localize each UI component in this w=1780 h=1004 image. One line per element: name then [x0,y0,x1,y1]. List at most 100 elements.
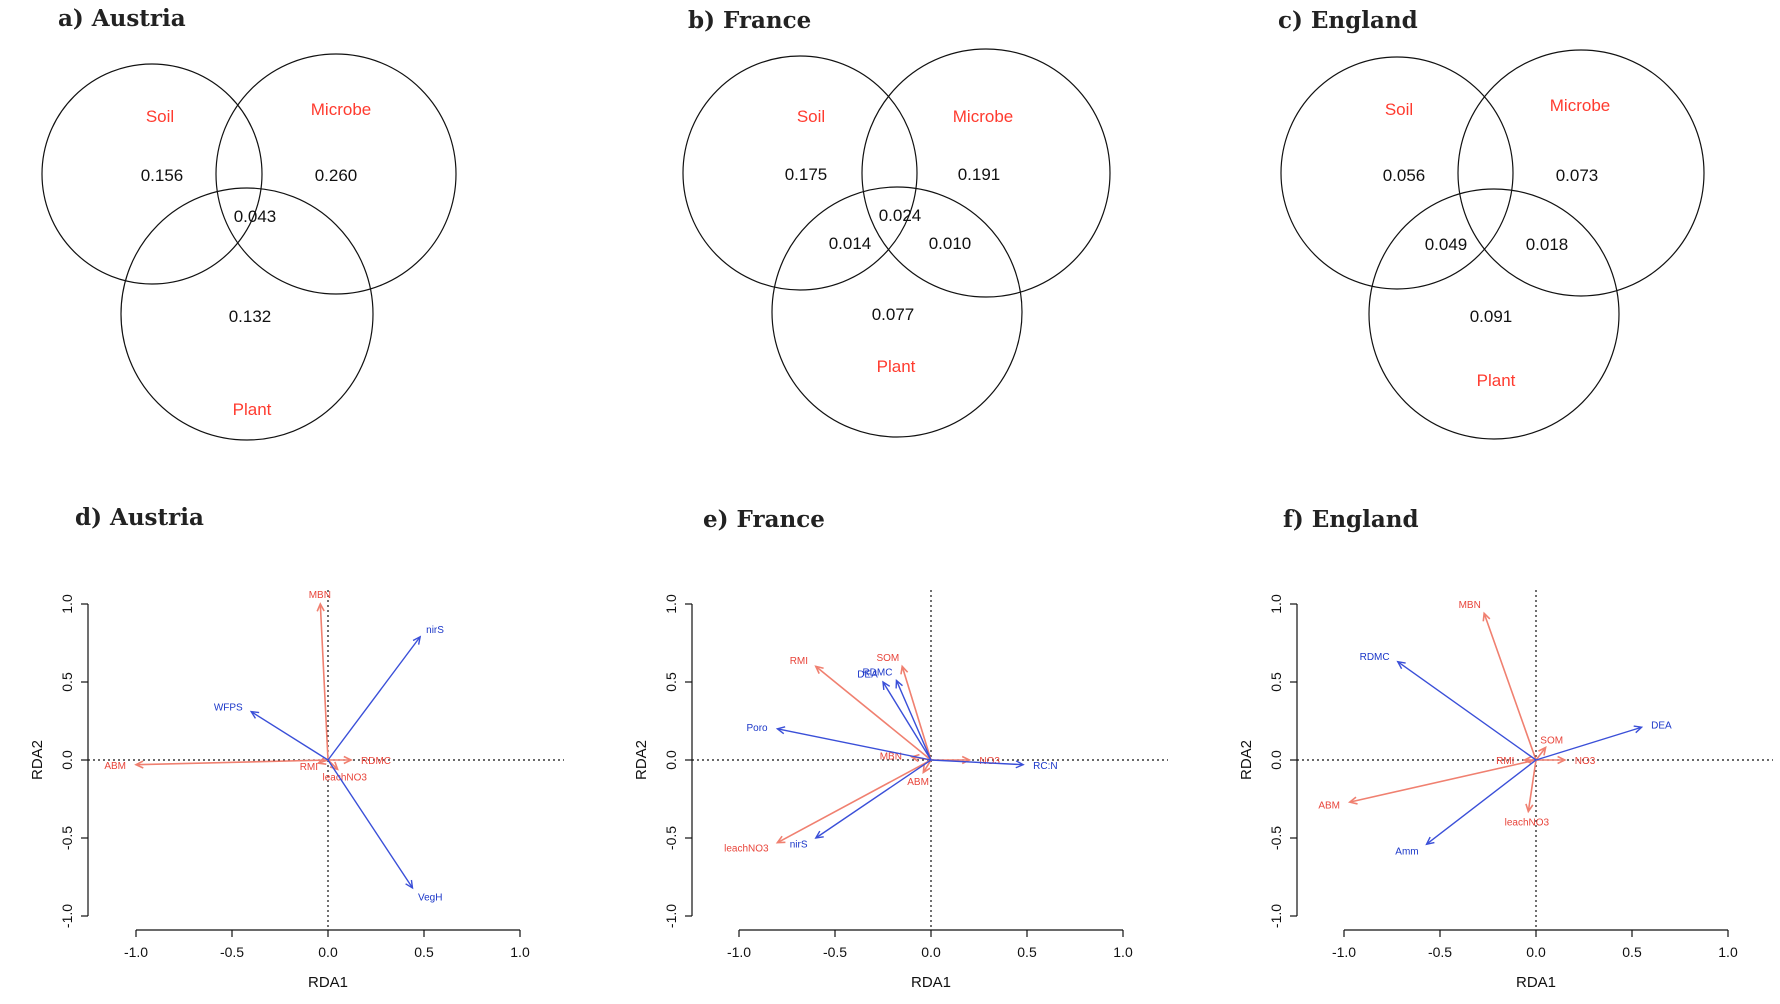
arrowhead-rmi [814,665,824,674]
y-axis-label: RDA2 [29,740,46,780]
venn-france-center-value: 0.024 [879,206,922,225]
y-tick-label: 0.5 [59,672,75,692]
vector-wfps [250,711,329,761]
arrowhead-amm [1425,836,1435,846]
venn-france-microbe-value: 0.191 [958,165,1001,184]
vector-label-rdmc: RDMC [361,756,391,767]
venn-austria-plant-value: 0.132 [229,307,272,326]
venn-austria-center-value: 0.043 [234,207,277,226]
vector-label-dea: DEA [857,669,878,680]
venn-france-microbe-circle [861,48,1111,298]
vector-label-vegh: VegH [418,892,442,903]
venn-england-soil-circle [1280,56,1514,290]
vector-dea [882,681,932,761]
vector-label-som: SOM [1540,736,1563,747]
y-axis-label: RDA2 [1238,740,1255,780]
x-tick-label: 0.5 [1017,944,1037,960]
arrowhead-no3 [1557,755,1567,765]
vector-amm [1426,759,1537,845]
vector-abm [135,759,329,766]
x-tick-label: -0.5 [1428,944,1452,960]
venn-france-soil-plant-value: 0.014 [829,234,872,253]
y-axis-label: RDA2 [633,740,650,780]
vector-label-poro: Poro [746,723,768,734]
venn-austria-plant-circle [120,187,374,441]
x-tick-label: 1.0 [1718,944,1738,960]
vector-label-no3: NO3 [1575,756,1596,767]
y-tick-label: -1.0 [663,904,679,928]
venn-france-plant-value: 0.077 [872,305,915,324]
x-axis-label: RDA1 [911,974,951,991]
vector-vegh [327,759,414,889]
arrowhead-vegh [405,879,414,890]
venn-england-soil-plant-value: 0.049 [1425,235,1468,254]
venn-austria-microbe-label: Microbe [311,100,371,119]
venn-france-plant-label: Plant [877,357,916,376]
x-axis-label: RDA1 [1516,974,1556,991]
y-tick-label: -0.5 [663,826,679,850]
arrowhead-rmi [1522,755,1533,765]
vector-poro [777,728,932,761]
arrowhead-rc-n [1015,760,1025,769]
x-tick-label: -1.0 [124,944,148,960]
x-tick-label: 0.0 [318,944,338,960]
venn-france-soil-label: Soil [797,107,825,126]
y-tick-label: 0.0 [663,750,679,770]
vector-dea [1535,726,1642,761]
vector-leachno3 [1527,759,1537,812]
rda-austria-plot: d) Austria -1.0 -1.0 -0.5 -0.5 0.0 0.0 0.5 0.5 1.… [29,504,564,991]
vector-label-som: SOM [876,653,899,664]
vector-label-leachno3: leachNO3 [1505,817,1550,828]
venn-austria-microbe-value: 0.260 [315,166,358,185]
venn-england-plant-label: Plant [1477,371,1516,390]
rda-england-plot: f) England -1.0 -1.0 -0.5 -0.5 0.0 0.0 0.5 0.5 1.… [1238,506,1773,991]
venn-austria: a) Austria Soil Microbe Plant 0.156 0.26… [41,5,457,441]
x-tick-label: 1.0 [1113,944,1133,960]
vector-leachno3 [777,759,932,844]
arrowhead-leachno3 [775,835,786,844]
arrowhead-dea [882,680,891,691]
venn-england-plant-circle [1368,188,1620,440]
venn-austria-soil-value: 0.156 [141,166,184,185]
x-tick-label: 1.0 [510,944,530,960]
vector-label-abm: ABM [1318,800,1340,811]
venn-england-microbe-circle [1457,49,1705,297]
y-tick-label: 0.5 [663,672,679,692]
venn-austria-microbe-circle [215,53,457,295]
vector-nirs [327,636,421,761]
vector-label-nirs: nirS [790,840,808,851]
venn-france: b) France Soil Microbe Plant 0.175 0.191… [682,7,1111,438]
vector-rdmc [1397,661,1537,761]
rda-austria-title: d) Austria [75,504,204,531]
arrowhead-mbn [1482,611,1491,622]
vector-som [901,666,932,761]
rda-france-plot: e) France -1.0 -1.0 -0.5 -0.5 0.0 0.0 0.5 0.5 1.0… [633,506,1168,991]
vector-label-abm: ABM [104,761,126,772]
vector-label-amm: Amm [1395,846,1418,857]
venn-france-microbe-label: Microbe [953,107,1013,126]
vector-label-dea: DEA [1651,720,1672,731]
vector-label-rmi: RMI [790,656,808,667]
y-tick-label: 1.0 [1268,594,1284,614]
venn-england-plant-value: 0.091 [1470,307,1513,326]
x-tick-label: -0.5 [823,944,847,960]
vector-abm [1349,759,1537,803]
x-tick-label: 0.0 [921,944,941,960]
vector-label-mbn: MBN [880,751,902,762]
y-tick-label: 0.0 [59,750,75,770]
vector-label-rmi: RMI [300,762,318,773]
venn-england-microbe-label: Microbe [1550,96,1610,115]
venn-england-soil-label: Soil [1385,100,1413,119]
x-tick-label: -1.0 [727,944,751,960]
arrowhead-nirs [814,830,824,839]
x-tick-label: -1.0 [1332,944,1356,960]
vector-rc-n [930,759,1024,766]
venn-england-title: c) England [1278,7,1418,34]
venn-france-title: b) France [688,7,811,34]
vector-rdmc [895,680,932,761]
arrowhead-rdmc [895,678,903,689]
vector-label-abm: ABM [907,777,929,788]
vector-som [1535,747,1547,761]
y-tick-label: 1.0 [59,594,75,614]
